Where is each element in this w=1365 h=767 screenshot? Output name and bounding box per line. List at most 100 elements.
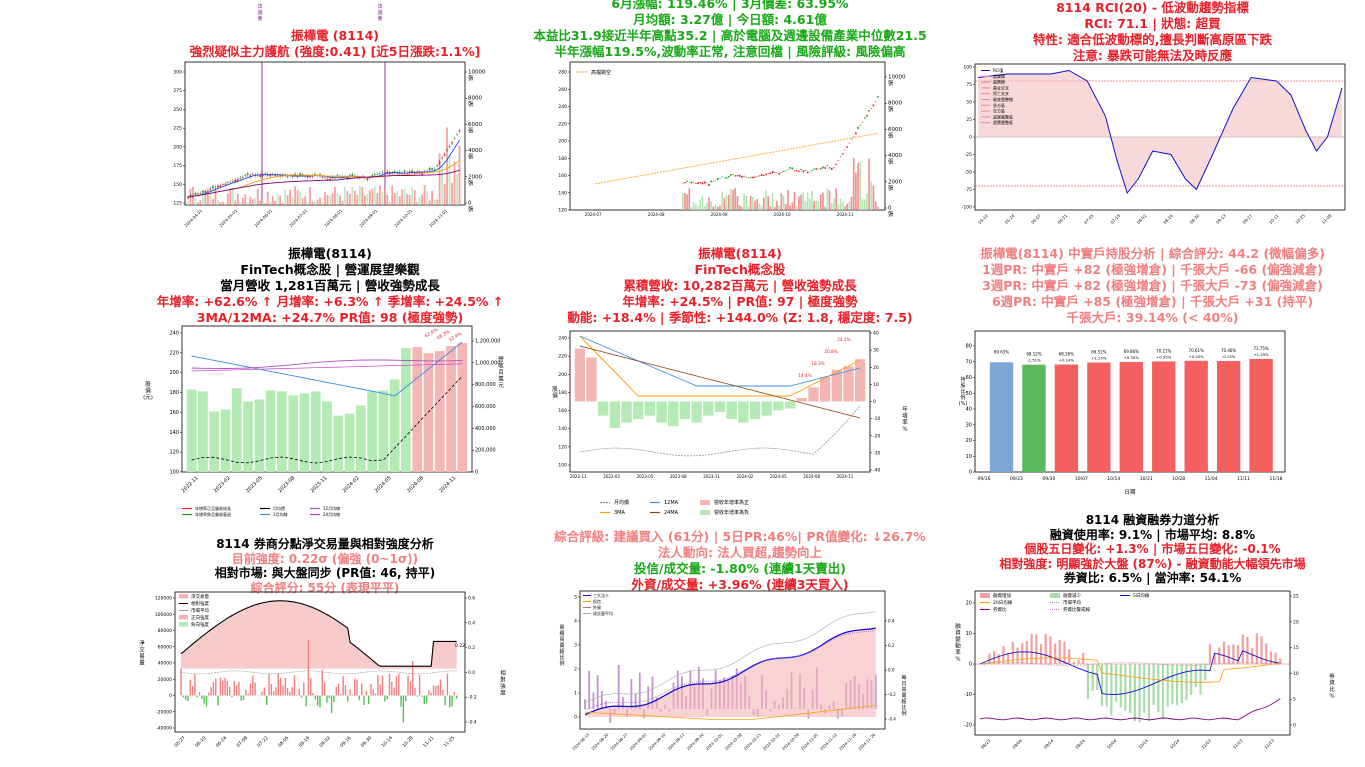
candle-body (784, 170, 787, 172)
tick-label: 10/14 (1137, 738, 1149, 750)
candle-body (800, 168, 802, 170)
volume-bar (309, 187, 311, 205)
net-volume-bar (187, 695, 189, 701)
tick-label: 1,000,000 (475, 360, 500, 366)
tick-label: 08-02 (1136, 213, 1148, 225)
margin-change-bar (1208, 644, 1212, 664)
tick-label: 275 (173, 88, 182, 94)
margin-change-bar (1255, 633, 1258, 664)
volume-bar (747, 206, 750, 210)
candle-body (874, 101, 877, 102)
volume-bar (207, 191, 209, 205)
tick-label: 2024-06-01 (253, 208, 273, 228)
revenue-bar (389, 379, 400, 472)
daily-flow-bar (622, 697, 624, 709)
candle-body (224, 183, 227, 185)
net-volume-bar (400, 695, 402, 707)
legend-swatch (179, 615, 188, 620)
event-label: 法說會 (377, 3, 382, 22)
tick-label: 05-27 (173, 735, 187, 749)
panel-title: 8114 券商分點淨交易量與相對強度分析 目前強度: 0.22σ (偏強 (0~… (214, 537, 436, 595)
yoy-bar (586, 357, 597, 402)
tick-label: 0 (969, 662, 972, 668)
tick-label: 200,000 (475, 448, 496, 454)
revenue-bar (254, 399, 265, 472)
net-volume-bar (388, 673, 391, 696)
tick-label: 120 (169, 450, 179, 456)
volume-bar (199, 200, 202, 205)
yoy-bar (855, 359, 866, 402)
holder-bar (1119, 361, 1143, 472)
tick-label: 10 (966, 454, 972, 460)
tick-label: 06-24 (215, 735, 229, 749)
tick-label: 0.4 (888, 619, 895, 624)
panel-margin: 8114 融資融券力道分析 融資使用率: 9.1% | 市場平均: 8.8% 個… (940, 513, 1365, 767)
tick-label: 20 (966, 601, 972, 607)
candle-body (771, 171, 774, 174)
tick-label: 09/23 (1010, 476, 1023, 482)
volume-bar (251, 198, 254, 205)
tick-label: -30 (873, 450, 880, 456)
net-volume-bar (201, 695, 203, 699)
candle-body (787, 169, 789, 171)
margin-change-bar (1044, 633, 1047, 664)
legend-label: 營收年增率為正 (714, 499, 749, 506)
tick-label: 5 (574, 595, 577, 601)
ma-line (187, 140, 460, 198)
net-volume-bar (451, 695, 453, 707)
daily-flow-bar (592, 692, 595, 709)
legend-label: 外資 (593, 604, 601, 610)
net-volume-bar (407, 675, 409, 696)
volume-bar (804, 200, 807, 210)
yoy-bar (843, 366, 854, 402)
event-label: 法說會 (257, 3, 262, 22)
tick-label: -0.2 (888, 692, 896, 697)
net-volume-bar (335, 686, 337, 696)
candle-body (828, 167, 831, 169)
tick-label: 2024-09-10 (647, 732, 667, 752)
tick-label: 2024-02 (342, 475, 361, 494)
short-margin-ratio-line (979, 698, 1281, 721)
tick-label: 2024-05 (374, 475, 393, 494)
data-label: 68.26% (1059, 351, 1074, 356)
tick-label: 2023-08 (670, 474, 687, 479)
tick-label: 2024-09-03 (628, 732, 648, 752)
margin-change-bar (1016, 647, 1019, 664)
candle-body (714, 180, 717, 182)
volume-bar (226, 193, 229, 205)
tick-label: 175 (173, 163, 182, 169)
tick-label: 2023-11 (309, 475, 328, 494)
volume-bar (456, 173, 458, 205)
revenue-bar (322, 401, 332, 472)
volume-bar (701, 195, 704, 210)
yoy-bar (726, 401, 737, 420)
volume-bar (681, 193, 684, 210)
candle-body (221, 184, 224, 185)
yoy-bar (609, 401, 621, 428)
volume-bar (863, 199, 866, 210)
candle-body (822, 166, 824, 169)
margin-change-bar (1129, 664, 1132, 713)
ma24-line (191, 363, 463, 372)
volume-bar (383, 188, 386, 205)
net-volume-bar (277, 673, 279, 696)
net-volume-bar (254, 682, 256, 696)
tick-label: 0 (969, 135, 972, 141)
candle-body (738, 174, 741, 177)
plot-frame (569, 61, 886, 211)
tick-label: 40000 (158, 661, 172, 667)
plot-frame (174, 591, 466, 733)
y-axis-label: 持股比例(%) (959, 376, 968, 407)
volume-bar (433, 199, 436, 205)
margin-change-bar (1232, 644, 1235, 664)
tick-label: 08-30 (1189, 213, 1201, 225)
tick-label: 4 (574, 619, 577, 625)
daily-flow-bar (617, 665, 620, 709)
tick-label: 5 (1293, 697, 1296, 703)
tick-label: 30 (873, 348, 879, 354)
volume-bar (316, 199, 319, 205)
revenue-bar (243, 401, 253, 472)
volume-bar (835, 188, 837, 210)
candle-body (378, 173, 381, 174)
volume-bar (719, 205, 721, 210)
